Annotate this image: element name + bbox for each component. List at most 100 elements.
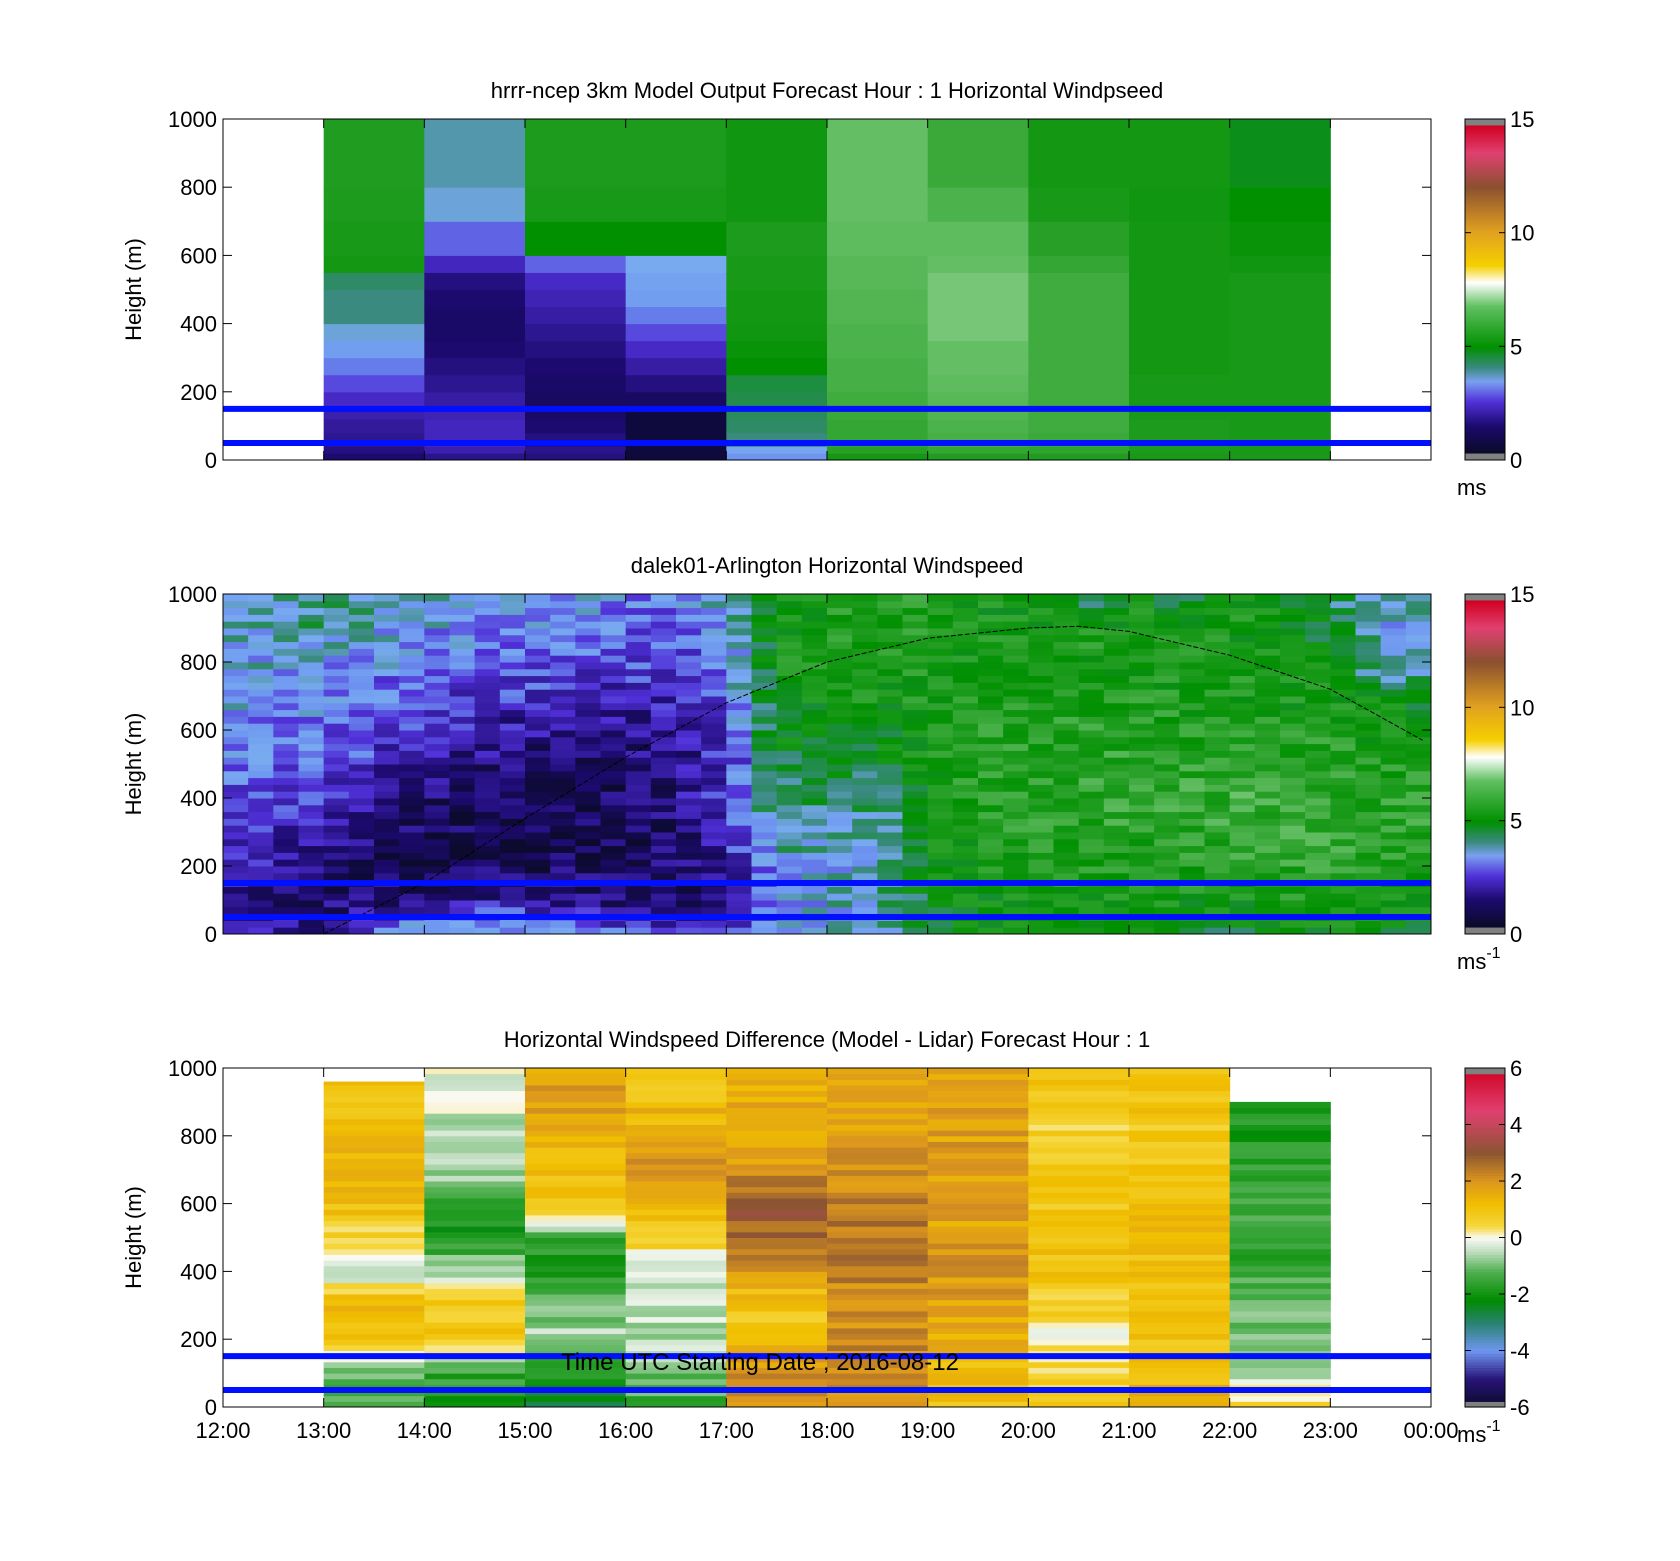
heatmap-cell: [1179, 689, 1205, 697]
heatmap-cell: [1028, 1192, 1130, 1199]
heatmap-cell: [927, 1322, 1029, 1329]
heatmap-cell: [726, 1073, 828, 1080]
heatmap-cell: [801, 696, 828, 704]
heatmap-cell: [1355, 818, 1382, 826]
heatmap-cell: [1003, 784, 1029, 792]
heatmap-cell: [726, 791, 752, 799]
heatmap-cell: [323, 1361, 425, 1368]
heatmap-cell: [927, 1299, 1029, 1306]
colorbar-segment: [1465, 1084, 1505, 1089]
heatmap-cell: [449, 662, 476, 670]
heatmap-cell: [1028, 1361, 1130, 1368]
heatmap-cell: [575, 872, 601, 881]
heatmap-cell: [676, 770, 702, 779]
heatmap-cell: [1028, 1265, 1130, 1272]
heatmap-cells: [223, 594, 1432, 935]
heatmap-cell: [600, 825, 627, 833]
heatmap-cell: [1330, 811, 1356, 819]
heatmap-cell: [374, 594, 400, 602]
heatmap-cell: [1229, 221, 1331, 256]
heatmap-cell: [827, 391, 929, 406]
heatmap-cell: [298, 607, 325, 615]
heatmap-cell: [827, 1141, 929, 1148]
heatmap-cell: [1355, 764, 1382, 772]
heatmap-cell: [1053, 838, 1080, 847]
heatmap-cell: [323, 668, 350, 677]
heatmap-cell: [1330, 866, 1356, 874]
heatmap-cell: [474, 648, 501, 656]
heatmap-cell: [1028, 1373, 1130, 1380]
heatmap-cell: [449, 784, 476, 792]
heatmap-cell: [1330, 702, 1356, 711]
heatmap-cell: [1129, 859, 1155, 867]
heatmap-cell: [550, 662, 576, 670]
colorbar-segment: [1465, 1288, 1505, 1292]
colorbar-tick-label: 0: [1510, 922, 1522, 947]
heatmap-cell: [1380, 709, 1407, 717]
heatmap-cell: [726, 832, 752, 840]
heatmap-cell: [323, 804, 350, 813]
heatmap-cell: [424, 255, 526, 273]
heatmap-cell: [827, 119, 929, 188]
heatmap-cell: [625, 906, 652, 915]
heatmap-cell: [374, 743, 400, 751]
heatmap-cell: [1053, 668, 1080, 677]
colorbar-segment: [1465, 1294, 1505, 1298]
heatmap-cell: [499, 675, 526, 683]
heatmap-cell: [424, 1113, 526, 1120]
heatmap-cell: [1103, 838, 1130, 847]
heatmap-cell: [1103, 791, 1130, 799]
heatmap-cell: [298, 648, 325, 656]
heatmap-cell: [676, 634, 702, 643]
heatmap-cell: [676, 641, 702, 649]
heatmap-cell: [323, 1356, 425, 1363]
heatmap-cell: [1028, 1310, 1130, 1318]
heatmap-cell: [1053, 825, 1080, 833]
heatmap-cell: [248, 662, 274, 670]
heatmap-cell: [827, 750, 853, 758]
heatmap-cell: [625, 648, 652, 656]
heatmap-cell: [1330, 750, 1356, 758]
heatmap-cell: [1179, 723, 1205, 731]
heatmap-cell: [1053, 818, 1080, 826]
heatmap-cell: [1003, 750, 1029, 758]
heatmap-cell: [600, 709, 627, 717]
heatmap-cell: [575, 634, 601, 643]
heatmap-cell: [1229, 791, 1256, 799]
heatmap-cell: [827, 1073, 929, 1080]
heatmap-cell: [650, 655, 677, 663]
heatmap-cell: [449, 696, 476, 704]
heatmap-cell: [877, 675, 903, 683]
heatmap-cell: [424, 221, 526, 256]
heatmap-cell: [701, 621, 727, 629]
heatmap-cell: [650, 900, 677, 908]
heatmap-cell: [525, 323, 627, 342]
heatmap-cell: [1053, 675, 1080, 683]
heatmap-cell: [298, 825, 325, 833]
heatmap-cell: [525, 900, 551, 908]
heatmap-cell: [424, 306, 526, 325]
heatmap-cell: [1053, 906, 1080, 915]
heatmap-cell: [625, 340, 727, 359]
heatmap-cell: [1154, 668, 1180, 677]
heatmap-cell: [625, 1367, 727, 1374]
heatmap-cell: [575, 906, 601, 915]
heatmap-cell: [1028, 1282, 1130, 1289]
heatmap-cell: [575, 750, 601, 758]
heatmap-cell: [927, 1226, 1029, 1233]
heatmap-cell: [424, 446, 526, 454]
heatmap-cell: [1229, 764, 1256, 772]
heatmap-cell: [1003, 791, 1029, 799]
heatmap-cell: [374, 777, 400, 785]
heatmap-cell: [801, 825, 828, 833]
heatmap-cell: [1179, 900, 1205, 908]
heatmap-cell: [550, 600, 576, 609]
heatmap-cell: [1229, 675, 1256, 683]
heatmap-cell: [776, 716, 803, 724]
heatmap-cell: [676, 730, 702, 738]
heatmap-cell: [1229, 1265, 1331, 1272]
heatmap-cell: [625, 675, 652, 683]
heatmap-cell: [1204, 798, 1231, 806]
heatmap-cell: [223, 723, 249, 731]
heatmap-cell: [1179, 886, 1205, 894]
